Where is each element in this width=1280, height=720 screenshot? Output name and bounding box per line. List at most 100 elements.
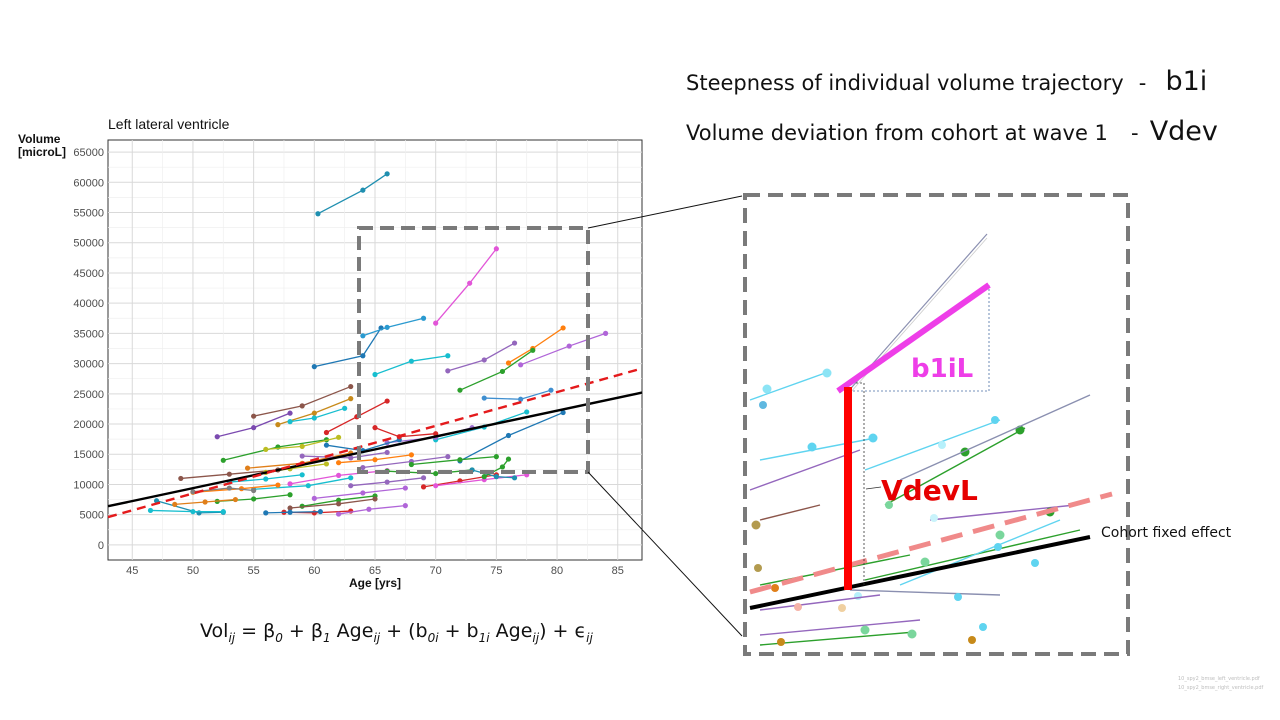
- data-point: [548, 387, 554, 393]
- header-line-2-text: Volume deviation from cohort at wave 1: [686, 121, 1108, 145]
- data-point: [408, 358, 415, 364]
- data-point: [560, 409, 566, 416]
- data-point: [323, 429, 330, 436]
- formula-age2-sub: ij: [532, 630, 540, 645]
- data-point: [530, 347, 536, 353]
- subject-trajectory: [445, 340, 518, 374]
- x-tick-label: 60: [308, 565, 320, 577]
- vdev-arrow: [865, 486, 882, 490]
- subject-trajectory: [287, 405, 348, 425]
- header-line-1-separator: -: [1138, 71, 1147, 95]
- data-point: [360, 490, 366, 496]
- data-point: [311, 410, 317, 416]
- data-point: [602, 330, 609, 336]
- formula-b1i-sub: 1i: [478, 630, 490, 645]
- model-formula: Volij = β0 + β1 Ageij + (b0i + b1i Ageij…: [200, 620, 593, 645]
- formula-close: ) + ϵ: [539, 620, 587, 642]
- data-point: [348, 396, 354, 402]
- b1i-slope-marker: [836, 282, 991, 394]
- header-line-2-separator: -: [1131, 121, 1139, 145]
- zoom-cohort-fixed-effect-line: [749, 535, 1091, 610]
- y-tick-label: 30000: [73, 359, 104, 371]
- b1i-label: b1iL: [911, 354, 973, 384]
- y-tick-label: 55000: [73, 208, 104, 220]
- data-point: [360, 464, 366, 471]
- formula-open: + (b: [380, 620, 428, 642]
- data-point: [287, 419, 293, 425]
- data-point: [372, 425, 378, 431]
- y-tick-label: 50000: [73, 238, 104, 250]
- subject-trajectory: [251, 383, 354, 419]
- header-line-1: Steepness of individual volume trajector…: [686, 66, 1207, 97]
- data-point: [505, 360, 512, 366]
- data-point: [384, 479, 390, 485]
- formula-eq: = β: [235, 620, 276, 642]
- data-point: [408, 452, 415, 458]
- y-axis-label: Volume [microL]: [18, 132, 66, 159]
- data-point: [287, 509, 293, 515]
- data-point: [311, 415, 317, 421]
- file-reference-2: 10_spy2_bmse_right_ventricle.pdf: [1178, 685, 1264, 691]
- subject-trajectory: [172, 496, 239, 508]
- x-tick-label: 85: [612, 565, 624, 577]
- data-point: [366, 506, 372, 512]
- data-point: [335, 511, 342, 517]
- x-axis-label: Age [yrs]: [349, 576, 401, 590]
- population-trend-line: [107, 367, 643, 519]
- subject-trajectory: [299, 449, 390, 461]
- data-point: [287, 505, 293, 511]
- y-tick-label: 25000: [73, 389, 104, 401]
- x-tick-label: 55: [248, 565, 260, 577]
- x-tick-label: 50: [187, 565, 199, 577]
- formula-age2: Age: [489, 620, 533, 642]
- formula-plus-b1: + β: [282, 620, 323, 642]
- data-point: [518, 362, 524, 368]
- data-point: [147, 507, 154, 514]
- data-point: [560, 325, 566, 331]
- data-point: [524, 409, 530, 415]
- formula-age1-sub: ij: [373, 630, 381, 645]
- y-tick-label: 20000: [73, 419, 104, 431]
- y-tick-label: 10000: [73, 479, 104, 491]
- subject-trajectory: [408, 454, 499, 468]
- header-line-1-symbol: b1i: [1165, 66, 1208, 97]
- data-point: [457, 387, 463, 393]
- formula-age1: Age: [330, 620, 374, 642]
- data-point: [317, 509, 323, 515]
- y-tick-label: 65000: [73, 147, 104, 159]
- subject-trajectory: [518, 330, 609, 368]
- vdev-label: VdevL: [881, 474, 978, 507]
- data-point: [499, 368, 506, 375]
- data-point: [348, 475, 354, 481]
- data-point: [445, 368, 451, 374]
- cohort-fixed-effect-label: Cohort fixed effect: [1101, 525, 1232, 541]
- x-tick-label: 75: [490, 565, 502, 577]
- data-point: [433, 320, 439, 326]
- data-point: [518, 396, 524, 402]
- data-point: [445, 353, 451, 359]
- data-point: [323, 442, 330, 448]
- subject-trajectory: [263, 509, 323, 516]
- subject-trajectory: [315, 171, 390, 217]
- subject-trajectory: [457, 347, 536, 393]
- subject-trajectory: [214, 410, 293, 440]
- data-point: [263, 476, 269, 482]
- data-point: [220, 509, 226, 515]
- data-point: [178, 475, 184, 482]
- zoom-connector-top: [587, 195, 743, 229]
- data-point: [499, 464, 506, 470]
- formula-b0i-sub: 0i: [427, 630, 439, 645]
- data-point: [335, 434, 342, 440]
- x-tick-label: 65: [369, 565, 381, 577]
- slope-guide-lines: [850, 285, 990, 392]
- data-point: [511, 475, 518, 481]
- data-point: [481, 395, 487, 401]
- data-point: [299, 403, 305, 409]
- y-tick-label: 40000: [73, 298, 104, 310]
- formula-eps-sub: ij: [586, 630, 593, 645]
- data-point: [244, 465, 251, 471]
- y-axis-label-line-2: [microL]: [18, 145, 66, 159]
- data-point: [335, 460, 342, 466]
- data-point: [505, 456, 512, 462]
- cohort-fixed-effect-line: [107, 391, 643, 508]
